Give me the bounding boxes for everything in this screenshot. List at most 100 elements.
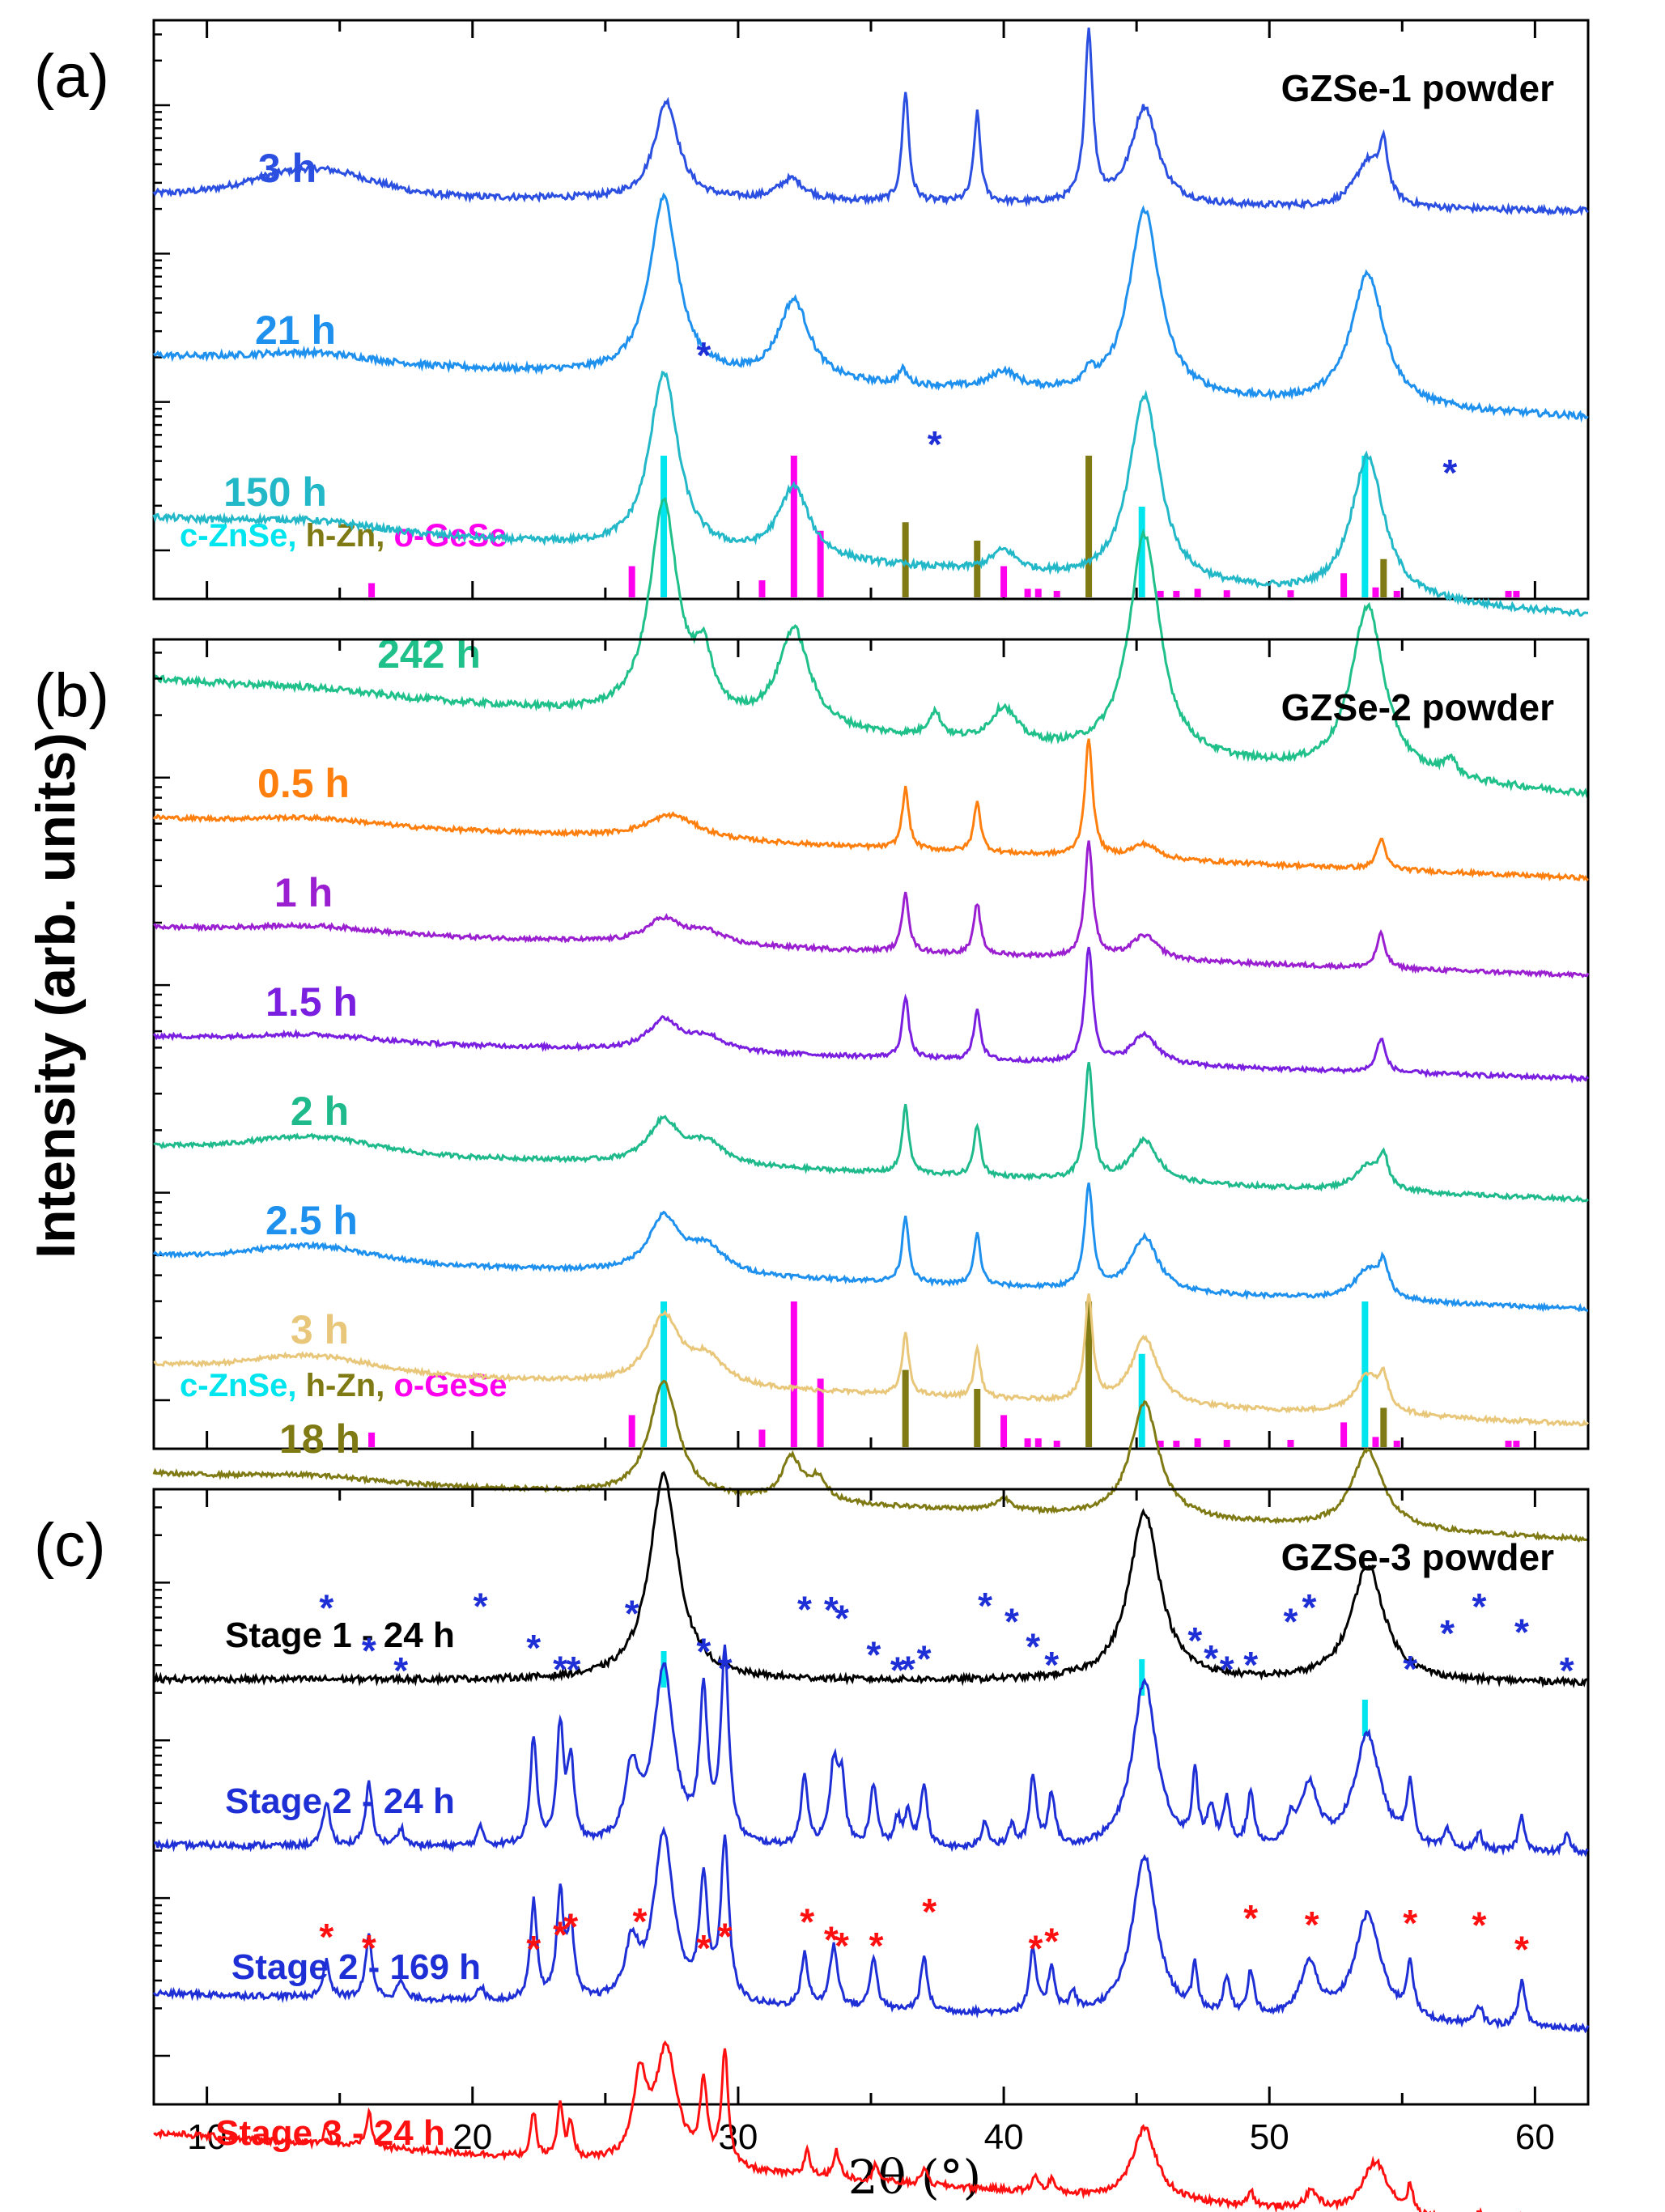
ref-stick-c-ZnSe — [660, 456, 668, 597]
ref-stick-o-GeSe — [1513, 1441, 1520, 1447]
peak-marker-star: * — [319, 1587, 333, 1629]
ref-stick-o-GeSe — [1340, 573, 1348, 597]
series-label: 1 h — [274, 870, 333, 915]
panel-title: GZSe-3 powder — [1281, 1536, 1554, 1578]
peak-marker-star: * — [1560, 1649, 1574, 1692]
panel-title: GZSe-2 powder — [1281, 686, 1554, 728]
ref-stick-c-ZnSe — [660, 1651, 667, 1688]
series-line — [153, 1644, 1589, 1857]
series-label: 0.5 h — [257, 761, 350, 806]
series-label: 3 h — [291, 1307, 349, 1352]
peak-marker-star: * — [1442, 452, 1457, 494]
series-label: 242 h — [377, 631, 481, 677]
series-line — [152, 738, 1589, 882]
peak-marker-star: * — [922, 1891, 937, 1933]
x-tick-label: 30 — [718, 2117, 758, 2157]
ref-stick-o-GeSe — [1173, 591, 1180, 597]
series-line — [153, 1471, 1589, 1689]
ref-stick-h-Zn — [1380, 1407, 1387, 1447]
peak-marker-star: * — [866, 1634, 881, 1676]
peak-marker-star: * — [563, 1906, 578, 1948]
peak-marker-star: * — [928, 423, 942, 465]
peak-marker-star: * — [1403, 1902, 1417, 1944]
series-label: 2 h — [291, 1089, 349, 1134]
ref-stick-c-ZnSe — [1361, 1700, 1368, 1736]
peak-marker-star: * — [901, 1649, 915, 1691]
ref-stick-o-GeSe — [1223, 1440, 1230, 1447]
peak-marker-star: * — [474, 1585, 488, 1627]
ref-stick-o-GeSe — [1393, 1441, 1400, 1447]
ref-stick-o-GeSe — [1372, 587, 1379, 597]
series-line — [152, 192, 1589, 423]
series-label: 3 h — [258, 146, 316, 191]
ref-stick-o-GeSe — [1194, 1438, 1201, 1447]
ref-stick-h-Zn — [1085, 1301, 1093, 1447]
ref-stick-o-GeSe — [758, 580, 766, 597]
ref-stick-h-Zn — [974, 1389, 981, 1447]
ref-stick-o-GeSe — [817, 1378, 824, 1447]
peak-marker-star: * — [1187, 1620, 1202, 1662]
y-axis-label: Intensity (arb. units) — [25, 732, 87, 1259]
peak-marker-star: * — [393, 1649, 408, 1692]
ref-stick-o-GeSe — [1340, 1422, 1348, 1447]
ref-stick-o-GeSe — [1513, 591, 1520, 597]
peak-marker-star: * — [1243, 1644, 1258, 1686]
peak-marker-star: * — [1514, 1929, 1529, 1971]
ref-stick-o-GeSe — [1194, 588, 1201, 597]
series-label: 18 h — [279, 1416, 360, 1462]
reference-legend-item: h-Zn, — [296, 1368, 384, 1403]
series-line — [152, 946, 1590, 1084]
reference-legend-item: c-ZnSe, — [180, 518, 296, 554]
peak-marker-star: * — [696, 1631, 711, 1673]
peak-marker-star: * — [625, 1592, 639, 1634]
plot-frame — [152, 638, 1590, 1450]
series-line — [153, 2040, 1521, 2212]
series-line — [152, 28, 1589, 217]
ref-stick-c-ZnSe — [660, 1301, 668, 1447]
series-line — [152, 1825, 1590, 2034]
ref-stick-o-GeSe — [1372, 1437, 1379, 1447]
ref-stick-o-GeSe — [628, 566, 635, 597]
series-label: 2.5 h — [265, 1198, 358, 1243]
peak-marker-star: * — [835, 1598, 849, 1640]
panel-letter: (b) — [34, 661, 109, 730]
series-label: Stage 2 - 169 h — [231, 1947, 481, 1987]
ref-stick-o-GeSe — [1034, 1438, 1042, 1447]
ref-stick-h-Zn — [902, 1369, 909, 1447]
peak-marker-star: * — [319, 1916, 333, 1958]
ref-stick-o-GeSe — [628, 1415, 635, 1447]
series-label: 150 h — [223, 469, 327, 515]
x-tick-label: 40 — [984, 2117, 1024, 2157]
peak-marker-star: * — [824, 1589, 839, 1631]
ref-stick-o-GeSe — [1024, 588, 1031, 597]
ref-stick-o-GeSe — [1000, 566, 1008, 597]
ref-stick-o-GeSe — [1157, 591, 1164, 597]
peak-marker-star: * — [696, 334, 711, 376]
peak-marker-star: * — [1026, 1625, 1040, 1667]
series-label: Stage 2 - 24 h — [225, 1781, 455, 1821]
peak-marker-star: * — [633, 1900, 648, 1942]
peak-marker-star: * — [1514, 1611, 1529, 1653]
ref-stick-o-GeSe — [1223, 590, 1230, 597]
ref-stick-o-GeSe — [368, 583, 376, 597]
peak-marker-star: * — [1403, 1648, 1417, 1690]
series-line — [153, 840, 1590, 979]
peak-marker-star: * — [1204, 1637, 1218, 1679]
series-line — [152, 1379, 1589, 1543]
ref-stick-o-GeSe — [368, 1433, 376, 1447]
peak-marker-star: * — [1044, 1920, 1059, 1962]
peak-marker-star: * — [797, 1589, 812, 1631]
peak-marker-star: * — [553, 1649, 567, 1691]
reference-legend-item: c-ZnSe, — [180, 1368, 296, 1403]
peak-marker-star: * — [567, 1649, 581, 1691]
peak-marker-star: * — [553, 1913, 567, 1955]
series-line — [153, 1293, 1590, 1427]
series-line — [152, 497, 1590, 799]
peak-marker-star: * — [978, 1585, 992, 1627]
peak-marker-star: * — [835, 1925, 849, 1967]
peak-marker-star: * — [1243, 1897, 1258, 1939]
panel-title: GZSe-1 powder — [1281, 67, 1554, 109]
peak-marker-star: * — [1302, 1586, 1316, 1628]
